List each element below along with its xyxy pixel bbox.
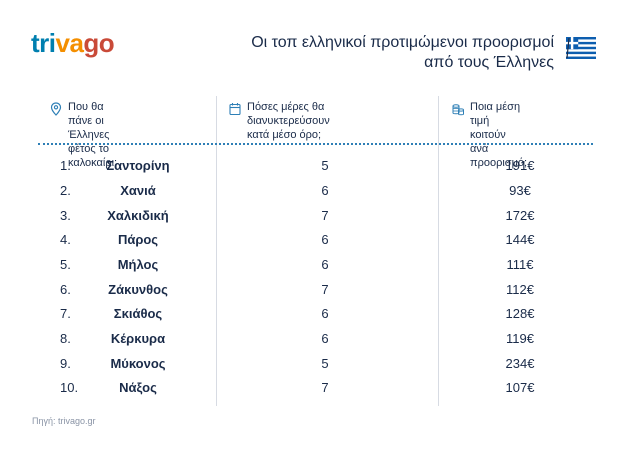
days: 6 <box>321 232 329 247</box>
coins-icon <box>452 104 464 116</box>
table-row: 4. Πάρος 6 144€ <box>0 229 630 251</box>
logo-part-2: va <box>55 28 84 58</box>
price: 172€ <box>505 208 535 223</box>
table-row: 9. Μύκονος 5 234€ <box>0 353 630 375</box>
header-line-1: Ποια μέση τιμή κοιτούν <box>470 101 521 141</box>
rank: 9. <box>60 356 71 371</box>
destination: Ζάκυνθος <box>108 282 168 297</box>
price: 93€ <box>509 183 531 198</box>
table-row: 10. Νάξος 7 107€ <box>0 377 630 399</box>
days: 6 <box>321 183 329 198</box>
price: 234€ <box>505 356 535 371</box>
header-line-1: Πόσες μέρες θα <box>247 101 325 113</box>
table-row: 1. Σαντορίνη 5 191€ <box>0 155 630 177</box>
destination: Χαλκιδική <box>107 208 169 223</box>
destination: Πάρος <box>117 232 159 247</box>
days: 6 <box>321 331 329 346</box>
header-line-2: διανυκτερεύσουν κατά μέσο όρο; <box>247 115 330 141</box>
rank: 8. <box>60 331 71 346</box>
source-note: Πηγή: trivago.gr <box>32 416 96 426</box>
price: 107€ <box>505 380 535 395</box>
price: 111€ <box>506 257 534 272</box>
location-pin-icon <box>50 102 62 116</box>
days: 5 <box>321 356 329 371</box>
trivago-logo: trivago <box>31 28 115 58</box>
price: 112€ <box>506 282 534 297</box>
rank: 6. <box>60 282 71 297</box>
rank: 3. <box>60 208 71 223</box>
destination: Χανιά <box>120 183 156 198</box>
days: 7 <box>321 380 329 395</box>
table-row: 3. Χαλκιδική 7 172€ <box>0 205 630 227</box>
destination: Νάξος <box>119 380 157 395</box>
days: 7 <box>321 208 329 223</box>
table-row: 5. Μήλος 6 111€ <box>0 254 630 276</box>
table-row: 6. Ζάκυνθος 7 112€ <box>0 279 630 301</box>
greek-flag-icon <box>566 37 596 59</box>
destination: Μήλος <box>117 257 159 272</box>
header-line-1: Που θα πάνε οι Έλληνες <box>68 101 110 141</box>
table-row: 7. Σκιάθος 6 128€ <box>0 303 630 325</box>
calendar-icon <box>229 103 241 116</box>
price: 128€ <box>505 306 535 321</box>
days: 5 <box>321 158 329 173</box>
table-row: 2. Χανιά 6 93€ <box>0 180 630 202</box>
rank: 7. <box>60 306 71 321</box>
page-title: Οι τοπ ελληνικοί προτιμώμενοι προορισμοί… <box>251 33 554 73</box>
logo-part-3: go <box>83 28 115 58</box>
destination: Σαντορίνη <box>106 158 170 173</box>
price: 144€ <box>505 232 535 247</box>
logo-part-1: tri <box>31 28 56 58</box>
destination: Σκιάθος <box>113 306 163 321</box>
price: 119€ <box>506 331 534 346</box>
title-line-2: από τους Έλληνες <box>424 54 554 71</box>
header-line-2: φέτος το καλοκαίρι; <box>68 143 118 169</box>
destination: Μύκονος <box>110 356 166 371</box>
header-line-2: ανά προορισμό; <box>470 143 528 169</box>
rank: 4. <box>60 232 71 247</box>
days: 7 <box>321 282 329 297</box>
price: 191€ <box>505 158 535 173</box>
rank: 10. <box>60 380 79 395</box>
rank: 1. <box>60 158 71 173</box>
rank: 2. <box>60 183 71 198</box>
rank: 5. <box>60 257 71 272</box>
days: 6 <box>321 306 329 321</box>
column-divider <box>438 96 439 406</box>
destination: Κέρκυρα <box>110 331 166 346</box>
days: 6 <box>321 257 329 272</box>
table-row: 8. Κέρκυρα 6 119€ <box>0 328 630 350</box>
dotted-divider <box>38 143 593 145</box>
title-line-1: Οι τοπ ελληνικοί προτιμώμενοι προορισμοί <box>251 34 554 51</box>
column-divider <box>216 96 217 406</box>
